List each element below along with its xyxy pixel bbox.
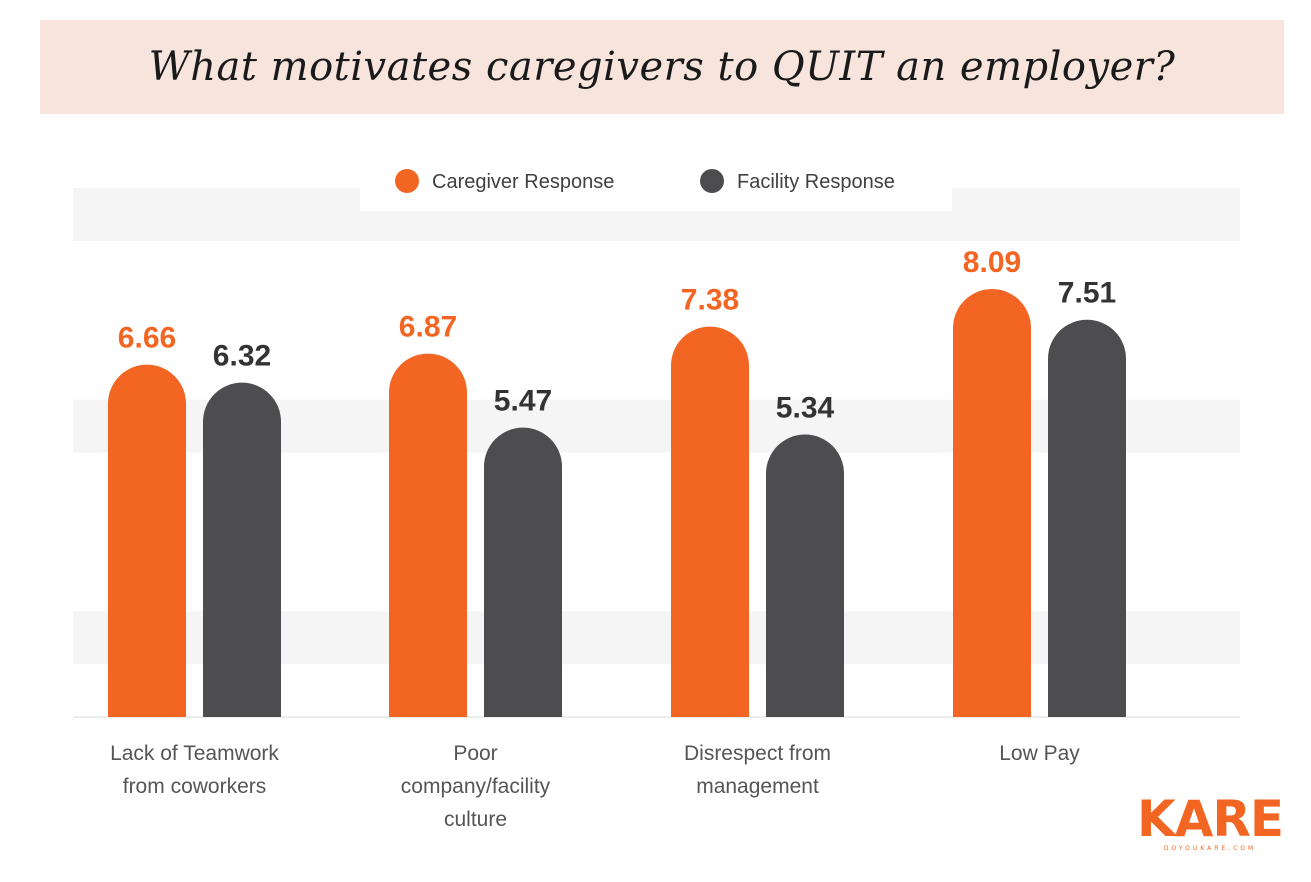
category-label-line: culture	[444, 808, 507, 831]
category-label-line: Disrespect from	[684, 742, 831, 765]
data-label-facility: 5.47	[494, 385, 552, 418]
chart-title: What motivates caregivers to QUIT an emp…	[148, 44, 1176, 90]
logo-url: DOYOUKARE.COM	[1163, 845, 1257, 852]
category-label-line: Poor	[453, 742, 497, 765]
title-band: What motivates caregivers to QUIT an emp…	[40, 20, 1284, 114]
data-label-caregiver: 8.09	[963, 246, 1021, 279]
legend-label-facility: Facility Response	[737, 171, 895, 193]
legend-label-caregiver: Caregiver Response	[432, 171, 614, 193]
bar-facility	[766, 434, 844, 717]
bar-caregiver	[389, 353, 467, 717]
category-label: Low Pay	[999, 742, 1080, 765]
data-label-caregiver: 7.38	[681, 284, 739, 317]
data-label-caregiver: 6.87	[399, 311, 457, 344]
category-label: Lack of Teamwork from coworkers	[110, 742, 279, 798]
bar-caregiver	[108, 364, 186, 717]
category-label-line: Low Pay	[999, 742, 1080, 765]
bar-facility	[1048, 319, 1126, 717]
category-label: Poor company/facility culture	[401, 742, 551, 831]
data-label-caregiver: 6.66	[118, 322, 176, 355]
category-label-line: management	[696, 775, 819, 798]
category-label-line: company/facility	[401, 775, 551, 798]
category-label: Disrespect from management	[684, 742, 831, 798]
bar-caregiver	[953, 289, 1031, 717]
data-label-facility: 6.32	[213, 340, 271, 373]
data-label-facility: 5.34	[776, 392, 835, 425]
kare-logo: KARE DOYOUKARE.COM	[1130, 793, 1290, 859]
bar-caregiver	[671, 326, 749, 717]
legend-box	[360, 152, 952, 211]
bar-facility	[203, 382, 281, 717]
bar-facility	[484, 427, 562, 717]
legend-marker-facility	[700, 169, 724, 193]
category-label-line: Lack of Teamwork	[110, 742, 279, 765]
legend-marker-caregiver	[395, 169, 419, 193]
logo-wordmark: KARE	[1136, 790, 1284, 848]
category-label-line: from coworkers	[123, 775, 267, 798]
data-label-facility: 7.51	[1058, 277, 1116, 310]
